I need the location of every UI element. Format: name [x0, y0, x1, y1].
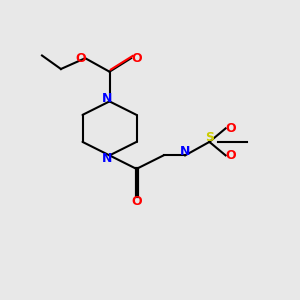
Text: O: O [131, 195, 142, 208]
Text: O: O [226, 122, 236, 135]
Text: S: S [205, 131, 214, 144]
Text: N: N [180, 145, 190, 158]
Text: O: O [76, 52, 86, 65]
Text: N: N [102, 152, 112, 165]
Text: O: O [226, 149, 236, 162]
Text: N: N [102, 92, 112, 105]
Text: O: O [131, 52, 142, 65]
